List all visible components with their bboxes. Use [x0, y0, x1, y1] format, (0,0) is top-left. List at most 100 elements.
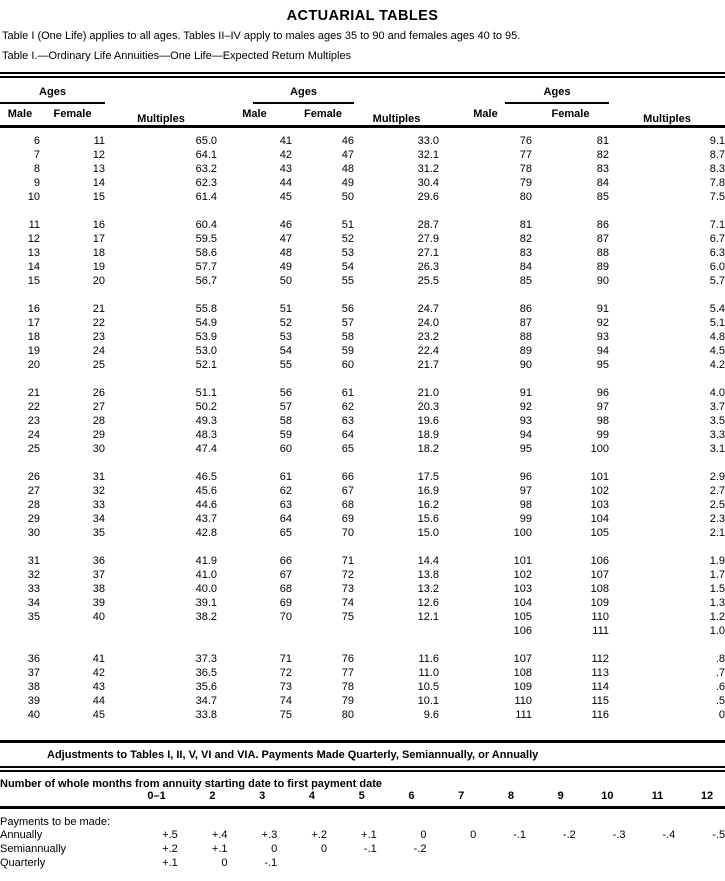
female-age: 63: [341, 415, 354, 427]
adjustment-value: [626, 842, 676, 856]
male-age: 14: [27, 261, 40, 273]
female-age: 69: [341, 513, 354, 525]
male-age: 16: [27, 303, 40, 315]
male-age: 75: [279, 709, 292, 721]
multiple: 26.3: [417, 261, 439, 273]
month-column-header: 5: [327, 790, 377, 809]
multiple: 4.0: [709, 387, 725, 399]
multiple: 59.5: [195, 233, 217, 245]
male-age: 85: [519, 275, 532, 287]
female-age: 102: [590, 485, 609, 497]
male-age: 59: [279, 429, 292, 441]
life-annuities-table: Ages Multiples Ages Multiples Ages Multi…: [0, 78, 725, 722]
female-age: 73: [341, 583, 354, 595]
female-age: 112: [591, 653, 609, 665]
female-header: Female: [292, 104, 354, 128]
male-age: 74: [279, 695, 292, 707]
female-age: 71: [341, 555, 354, 567]
male-age: 23: [27, 415, 40, 427]
adjustment-value: [427, 856, 477, 870]
male-age: 65: [279, 527, 292, 539]
table-row: 7 12 64.1 42 47 32.1 77 82 8.7: [0, 148, 725, 162]
spacer-row: [0, 288, 725, 302]
female-age: 82: [596, 149, 609, 161]
multiple: 34.7: [195, 695, 217, 707]
female-age: 28: [92, 415, 105, 427]
male-age: 36: [27, 653, 40, 665]
month-numbers-row: 0–1 2 3 4 5 6 7 8 9 10 11 12: [0, 790, 725, 809]
table-row: 33 38 40.0 68 73 13.2 103 108 1.5: [0, 582, 725, 596]
spacer-row: [0, 126, 725, 134]
adjustment-value: [576, 856, 626, 870]
male-age: 67: [279, 569, 292, 581]
multiple: 21.7: [417, 359, 439, 371]
female-age: 24: [92, 345, 105, 357]
table-row: 38 43 35.6 73 78 10.5 109 114 .6: [0, 680, 725, 694]
adjustment-value: [327, 856, 377, 870]
sex-header-row: Male Female Male Female Male Female: [0, 104, 725, 128]
multiple: 24.7: [417, 303, 439, 315]
multiple: 17.5: [417, 471, 439, 483]
female-age: 14: [92, 177, 105, 189]
multiple: 41.0: [195, 569, 217, 581]
adjustment-value: +.2: [162, 842, 178, 855]
adjustment-value: +.1: [361, 828, 377, 841]
male-age: 51: [279, 303, 292, 315]
male-age: 105: [513, 611, 532, 623]
multiple: 15.0: [417, 527, 439, 539]
female-age: 19: [92, 261, 105, 273]
male-age: 54: [279, 345, 292, 357]
male-age: 84: [519, 261, 532, 273]
ages-group-header: Ages: [505, 86, 609, 104]
table-row: 16 21 55.8 51 56 24.7 86 91 5.4: [0, 302, 725, 316]
female-age: 50: [341, 191, 354, 203]
multiple: 29.6: [417, 191, 439, 203]
female-age: 48: [341, 163, 354, 175]
female-age: 16: [92, 219, 105, 231]
table-row: 39 44 34.7 74 79 10.1 110 115 .5: [0, 694, 725, 708]
female-age: 66: [341, 471, 354, 483]
female-age: 11: [93, 135, 105, 147]
multiple: 11.6: [418, 653, 439, 665]
female-age: 68: [341, 499, 354, 511]
female-age: 99: [596, 429, 609, 441]
male-age: 15: [27, 275, 40, 287]
multiple: 16.2: [417, 499, 439, 511]
female-age: 87: [596, 233, 609, 245]
female-age: [292, 624, 354, 638]
table-row: 9 14 62.3 44 49 30.4 79 84 7.8: [0, 176, 725, 190]
female-age: 90: [596, 275, 609, 287]
adjustment-value: -.4: [662, 828, 676, 841]
month-column-header: 2: [177, 790, 228, 809]
female-age: 26: [92, 387, 105, 399]
multiple: 63.2: [195, 163, 217, 175]
multiple: 16.9: [417, 485, 439, 497]
table-row: 12 17 59.5 47 52 27.9 82 87 6.7: [0, 232, 725, 246]
adjustment-value: [526, 856, 576, 870]
table-row: 32 37 41.0 67 72 13.8 102 107 1.7: [0, 568, 725, 582]
multiple: 3.3: [709, 429, 725, 441]
adjustment-value: 0: [221, 856, 228, 869]
female-age: 89: [596, 261, 609, 273]
male-age: 110: [514, 695, 532, 707]
male-age: 56: [279, 387, 292, 399]
female-age: 113: [591, 667, 609, 679]
female-age: 39: [92, 597, 105, 609]
male-age: 48: [279, 247, 292, 259]
multiple: 2.3: [709, 513, 725, 525]
multiple: 55.8: [195, 303, 217, 315]
female-age: 103: [590, 499, 609, 511]
multiple: 53.0: [195, 345, 217, 357]
female-age: 44: [92, 695, 105, 707]
male-age: 71: [279, 653, 292, 665]
female-age: 91: [596, 303, 609, 315]
multiple: 5.1: [709, 317, 725, 329]
female-age: 84: [596, 177, 609, 189]
male-age: 32: [27, 569, 40, 581]
table-row: 24 29 48.3 59 64 18.9 94 99 3.3: [0, 428, 725, 442]
male-age: 13: [27, 247, 40, 259]
female-age: 85: [596, 191, 609, 203]
adjustments-heading: Adjustments to Tables I, II, V, VI and V…: [47, 749, 539, 761]
female-age: 43: [92, 681, 105, 693]
month-column-header: 7: [426, 790, 477, 809]
